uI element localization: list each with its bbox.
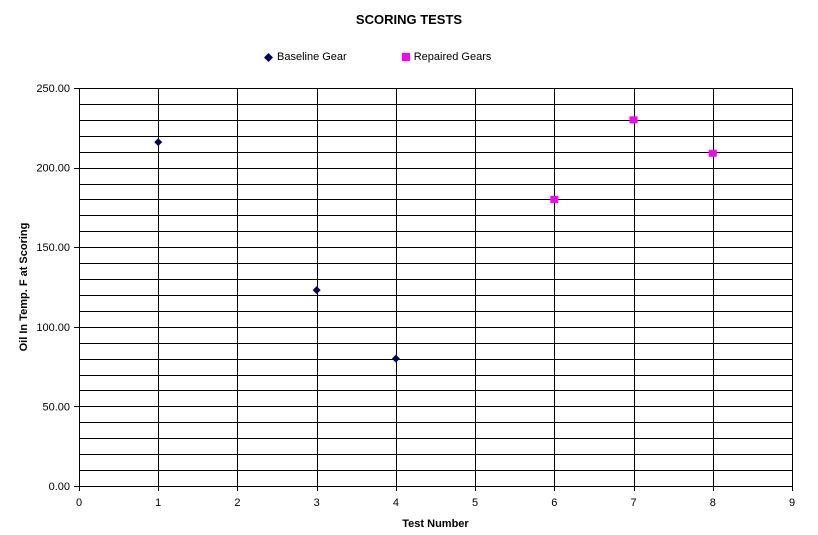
x-tick-label: 3: [314, 497, 320, 509]
y-tick-label: 100.00: [36, 322, 70, 334]
legend-label-repaired: Repaired Gears: [413, 51, 492, 63]
legend: Baseline Gear Repaired Gears: [264, 51, 491, 63]
legend-diamond-marker: [264, 52, 273, 62]
data-point-repaired: [708, 149, 717, 157]
data-point-baseline: [312, 286, 321, 295]
x-tick-label: 8: [710, 497, 716, 509]
data-point-baseline: [154, 138, 163, 147]
data-point-repaired: [629, 116, 638, 124]
y-tick-label: 200.00: [36, 163, 70, 175]
x-tick-label: 4: [393, 497, 399, 509]
x-tick-label: 5: [472, 497, 478, 509]
plot-border: [79, 88, 793, 487]
data-point-repaired: [550, 195, 559, 203]
y-tick-label: 50.00: [42, 401, 70, 413]
legend-square-marker: [401, 53, 410, 61]
data-point-baseline: [391, 354, 400, 363]
chart-title: SCORING TESTS: [355, 12, 463, 27]
x-tick-label: 2: [234, 497, 240, 509]
x-tick-label: 7: [630, 497, 636, 509]
x-tick-label: 6: [551, 497, 557, 509]
x-tick-label: 0: [76, 497, 82, 509]
legend-item-repaired: Repaired Gears: [401, 51, 492, 63]
y-tick-label: 250.00: [36, 83, 70, 95]
x-axis-title: Test Number: [402, 518, 469, 530]
y-tick-label: 0.00: [49, 481, 70, 493]
x-tick-label: 1: [155, 497, 161, 509]
legend-item-baseline: Baseline Gear: [264, 51, 347, 63]
y-tick-label: 150.00: [36, 242, 70, 254]
legend-label-baseline: Baseline Gear: [277, 51, 347, 63]
y-axis-title: Oil In Temp. F at Scoring: [18, 223, 30, 352]
x-tick-label: 9: [789, 497, 795, 509]
